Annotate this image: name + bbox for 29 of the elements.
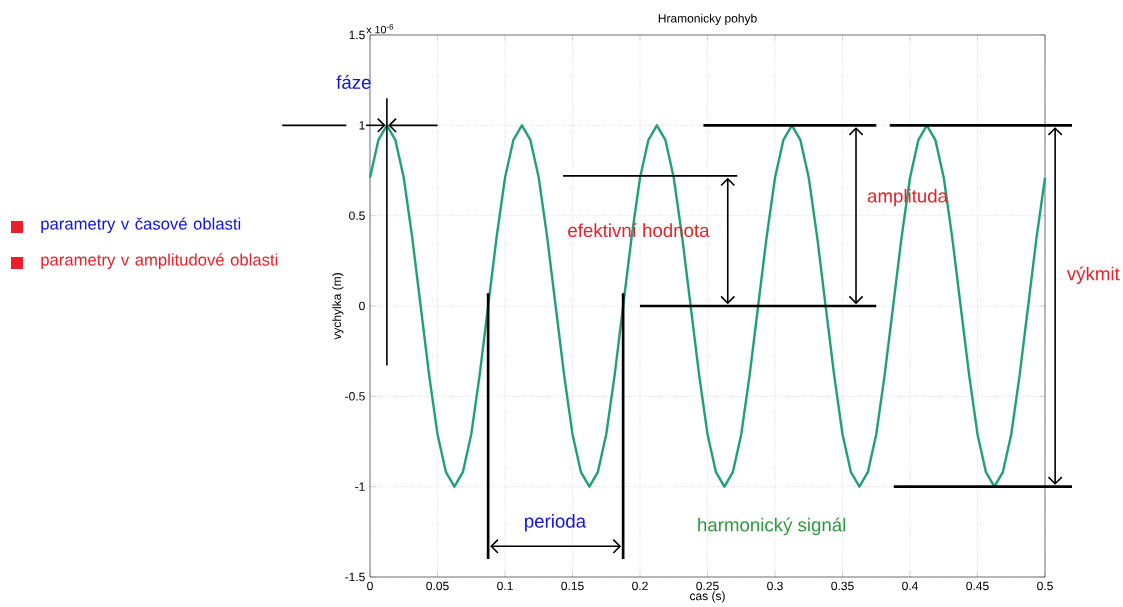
y-axis-title: vychylka (m) [332,273,344,340]
x-tick-label: 0.2 [632,581,648,591]
x-tick-label: 0 [367,581,373,591]
text: x 10$^{-6}$ [366,23,394,34]
y-tick-label: 0 [359,301,365,311]
x-tick-label: 0.1 [497,581,513,591]
y-tick-label: 1 [359,121,365,130]
annotation: fáze [336,74,371,89]
x-tick-label: 0.15 [561,581,584,591]
x-tick-label: 0.45 [966,581,989,591]
x-tick-label: 0.05 [426,581,449,591]
text: parametry v amplitudové oblasti [41,253,278,269]
x-tick-label: 0.4 [902,581,918,591]
x-axis-title: cas (s) [690,591,725,603]
chart-title: Hramonicky pohyb [658,13,757,25]
line-series [368,124,1047,488]
y-tick-label: 1.5 [349,30,365,40]
annotation: perioda [525,514,587,532]
y-tick-label: -1.5 [345,572,365,582]
y-tick-label: 0.5 [349,211,365,220]
y-tick-label: -0.5 [345,392,365,401]
text: výkmit [1066,266,1120,285]
x-tick-label: 0.25 [696,581,719,591]
x-tick-label: 0.3 [767,581,783,591]
x-tick-label: 0.5 [1037,581,1053,591]
x-tick-label: 0.35 [831,581,854,591]
annotation: harmonický signál [698,517,846,536]
y-tick-label: -1 [355,482,365,491]
text: parametry v časové oblasti [41,217,241,233]
